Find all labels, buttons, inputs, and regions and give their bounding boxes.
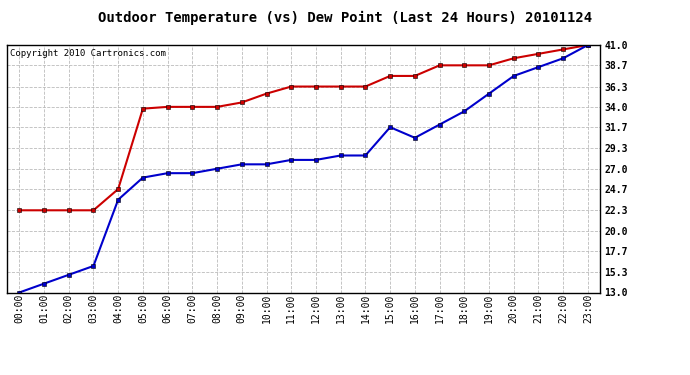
Text: Outdoor Temperature (vs) Dew Point (Last 24 Hours) 20101124: Outdoor Temperature (vs) Dew Point (Last… [98,11,592,26]
Text: Copyright 2010 Cartronics.com: Copyright 2010 Cartronics.com [10,49,166,58]
